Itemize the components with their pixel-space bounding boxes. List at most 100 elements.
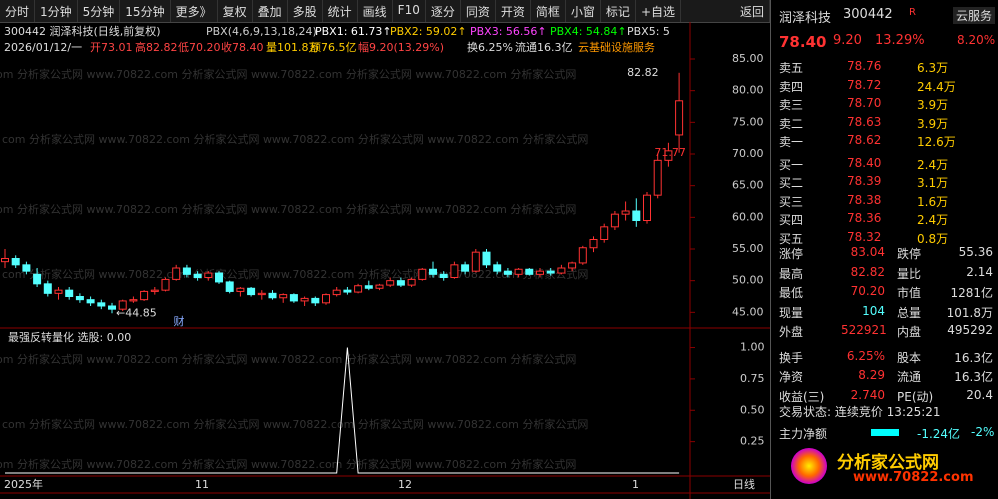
book-volume: 1.6万	[917, 194, 949, 209]
book-volume: 0.8万	[917, 231, 949, 246]
panel-row: 最低 70.20 市值 1281亿	[771, 283, 998, 301]
quote-panel: 润泽科技 300442 R 云服务 78.40 9.20 13.29% 8.20% 卖五 78.7…	[770, 0, 998, 499]
stat-label: 跌停	[897, 247, 922, 261]
toolbar-button[interactable]: 叠加	[253, 0, 288, 22]
stat-value: 82.82	[850, 264, 885, 279]
annotation: 82.82	[627, 66, 659, 79]
stat-label: 现量	[779, 305, 804, 320]
toolbar-button[interactable]: +自选	[636, 0, 681, 22]
candle-body	[525, 268, 534, 275]
candle-body	[43, 283, 52, 294]
candle-body	[396, 280, 405, 286]
x-tick-label: 2025年	[4, 477, 43, 491]
stat-label: 净资	[779, 370, 804, 384]
stat-label: PE(动)	[897, 389, 934, 404]
toolbar-button[interactable]: 逐分	[426, 0, 461, 22]
candle-body	[332, 289, 341, 296]
book-volume: 3.9万	[917, 116, 949, 131]
book-label: 买二	[779, 176, 804, 190]
candle-body	[225, 281, 234, 292]
candle-body	[300, 297, 309, 302]
logo-icon	[791, 448, 827, 484]
candle-body	[193, 273, 202, 279]
candle-body	[108, 305, 116, 310]
candle-body	[354, 285, 363, 293]
candle-body	[289, 294, 298, 302]
panel-row: 卖五 78.76 6.3万	[771, 58, 998, 76]
header-text: 幅9.20(13.29%)	[358, 41, 444, 54]
toolbar-button[interactable]: F10	[393, 0, 426, 22]
toolbar-button[interactable]: 小窗	[566, 0, 601, 22]
header-text: PBX3: 56.56↑	[470, 25, 547, 38]
flow-bar	[871, 429, 899, 436]
x-tick-label: 日线	[733, 477, 755, 491]
candle-body	[257, 292, 266, 296]
header-text: PBX2: 59.02↑	[390, 25, 467, 38]
panel-row: 78.40 9.20 13.29% 8.20%	[771, 32, 998, 52]
x-tick-label: 12	[398, 478, 412, 491]
toolbar-button[interactable]: 统计	[323, 0, 358, 22]
book-volume: 12.6万	[917, 135, 956, 149]
stat-value: 83.04	[850, 245, 885, 259]
book-label: 买五	[779, 231, 804, 246]
sector-change: 8.20%	[957, 33, 996, 47]
candle-body	[54, 289, 63, 294]
book-price: 78.62	[847, 133, 882, 147]
stat-value: 104	[862, 303, 885, 318]
stat-value: 522921	[841, 323, 887, 337]
candle-body	[311, 297, 320, 304]
stat-label: 市值	[897, 286, 922, 300]
panel-row: 卖二 78.63 3.9万	[771, 114, 998, 132]
toolbar-button[interactable]: 更多》	[171, 0, 218, 22]
book-label: 卖二	[779, 116, 804, 131]
book-price: 78.36	[847, 211, 882, 225]
candle-body	[450, 264, 459, 279]
candle-body	[407, 278, 416, 286]
panel-row: 收益(三) 2.740 PE(动) 20.4	[771, 387, 998, 405]
stock-code: 300442	[843, 7, 893, 22]
candle-body	[172, 267, 181, 280]
y-tick-label: 45.00	[732, 305, 764, 318]
toolbar-button[interactable]: 画线	[358, 0, 393, 22]
toolbar-button[interactable]: 分时	[0, 0, 36, 22]
logo-url: www.70822.com	[853, 470, 974, 485]
stat-value: 8.29	[858, 368, 885, 382]
book-volume: 24.4万	[917, 79, 956, 94]
candle-body	[664, 150, 673, 161]
stat-value: 16.3亿	[954, 350, 993, 365]
panel-row: 主力净额 -1.24亿 -2%	[771, 424, 998, 442]
stat-value: 20.4	[966, 387, 993, 402]
sub-title: 最强反转量化 选股: 0.00	[8, 330, 131, 344]
stat-value: 2.14	[966, 264, 993, 279]
panel-row: 涨停 83.04 跌停 55.36	[771, 244, 998, 262]
stat-value: 70.20	[850, 284, 885, 298]
change: 9.20	[833, 33, 862, 48]
toolbar-button[interactable]: 多股	[288, 0, 323, 22]
toolbar-button[interactable]: 15分钟	[120, 0, 171, 22]
x-tick-label: 11	[195, 478, 209, 491]
candle-body	[643, 194, 651, 222]
panel-row: 买三 78.38 1.6万	[771, 192, 998, 210]
toolbar-button[interactable]: 复权	[218, 0, 253, 22]
toolbar-button[interactable]: 返回	[735, 0, 770, 22]
candle-body	[268, 292, 277, 299]
watermark: com 分析家公式网 www.70822.com 分析家公式网 www.7082…	[2, 417, 588, 431]
stat-value: 495292	[947, 323, 993, 337]
panel-row: 卖四 78.72 24.4万	[771, 77, 998, 95]
toolbar-button[interactable]: 开资	[496, 0, 531, 22]
book-volume: 2.4万	[917, 213, 949, 227]
y-tick-label: 70.00	[732, 147, 764, 160]
flow-label: 主力净额	[779, 427, 828, 441]
candle-body	[343, 289, 352, 293]
y-tick-label: 1.00	[740, 341, 765, 354]
book-price: 78.70	[847, 96, 882, 110]
candle-body	[610, 213, 619, 228]
candle-body	[118, 300, 127, 310]
toolbar-button[interactable]: 简框	[531, 0, 566, 22]
toolbar-button[interactable]: 标记	[601, 0, 636, 22]
toolbar-button[interactable]: 同资	[461, 0, 496, 22]
toolbar-button[interactable]: 5分钟	[78, 0, 121, 22]
book-volume: 6.3万	[917, 61, 949, 75]
toolbar-button[interactable]: 1分钟	[35, 0, 78, 22]
